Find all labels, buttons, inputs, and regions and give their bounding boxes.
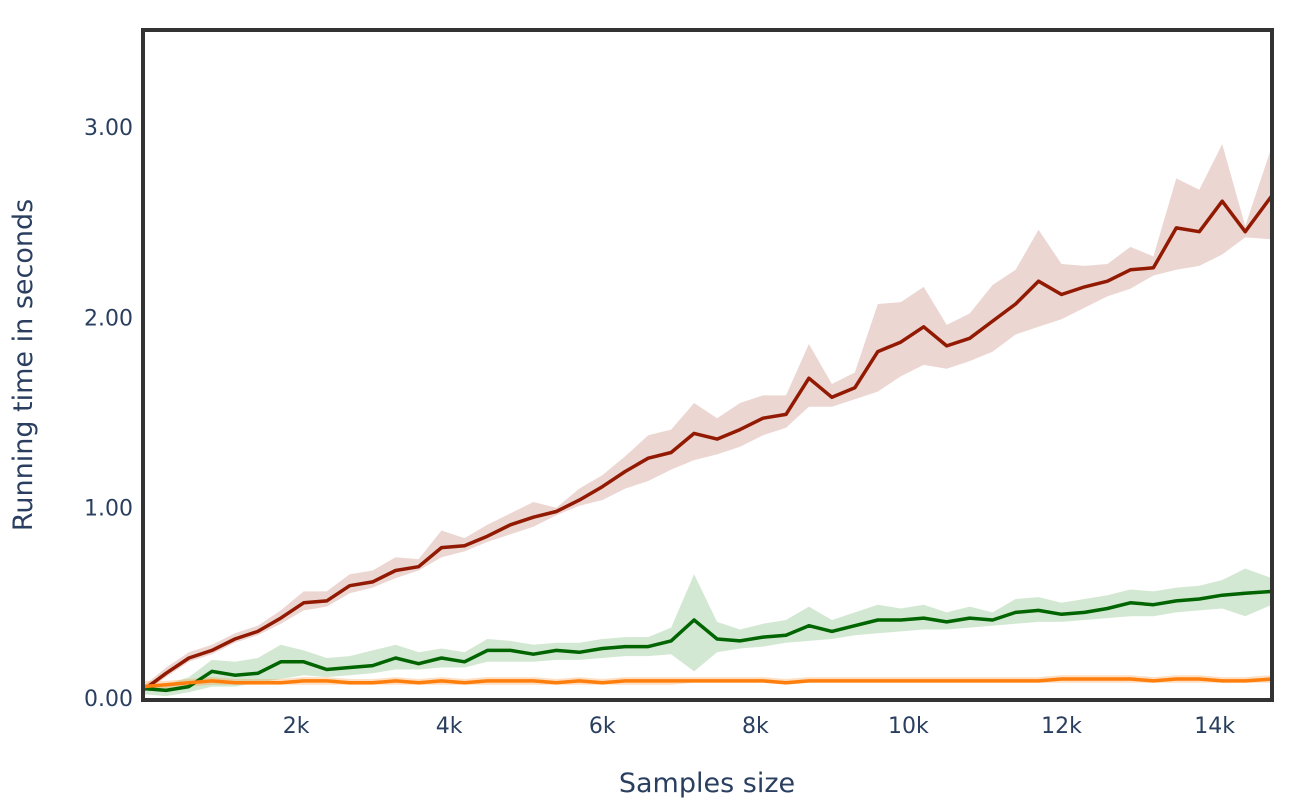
y-axis-ticks: 0.00 1.00 2.00 3.00 xyxy=(84,116,133,712)
x-tick-label: 14k xyxy=(1194,714,1235,739)
series-2-band xyxy=(143,675,1272,691)
series-0-band xyxy=(143,144,1272,693)
x-tick-label: 10k xyxy=(888,714,929,739)
y-tick-label: 1.00 xyxy=(84,497,133,522)
x-axis-ticks: 2k 4k 6k 8k 10k 12k 14k xyxy=(283,714,1236,739)
y-tick-label: 2.00 xyxy=(84,306,133,331)
y-tick-label: 0.00 xyxy=(84,687,133,712)
series-lines xyxy=(141,194,1274,693)
y-axis-title: Running time in seconds xyxy=(8,199,39,531)
series-1-line xyxy=(142,589,1273,693)
series-2-line xyxy=(142,677,1273,689)
plot-frame xyxy=(141,28,1274,702)
x-tick-label: 6k xyxy=(589,714,616,739)
x-axis-title: Samples size xyxy=(619,768,795,799)
x-tick-label: 12k xyxy=(1041,714,1082,739)
x-tick-label: 8k xyxy=(742,714,769,739)
x-tick-label: 2k xyxy=(283,714,310,739)
series-0-line xyxy=(141,194,1274,692)
x-tick-label: 4k xyxy=(436,714,463,739)
y-tick-label: 3.00 xyxy=(84,116,133,141)
